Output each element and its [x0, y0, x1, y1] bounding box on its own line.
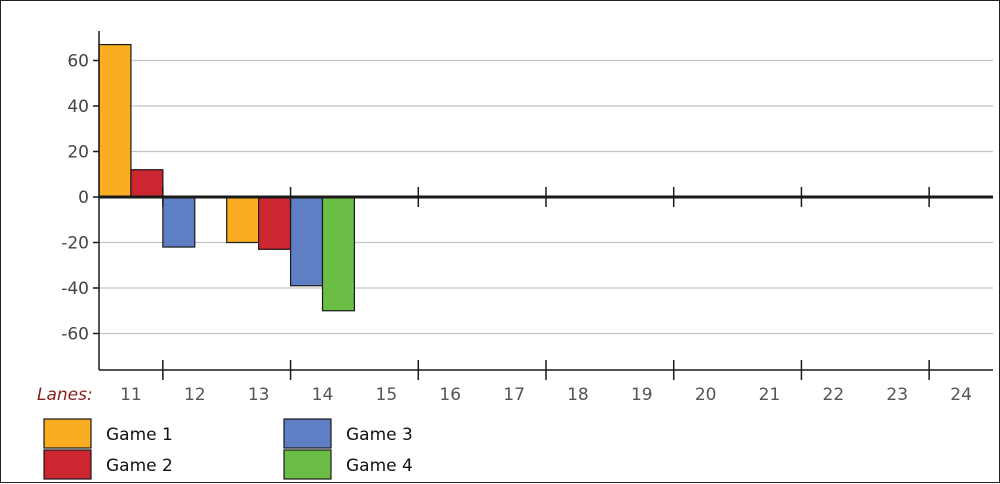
x-tick-label: 12 — [184, 385, 206, 405]
bar — [130, 169, 164, 198]
y-tick-label: -40 — [61, 279, 89, 299]
legend-label: Game 3 — [346, 425, 413, 445]
legend-swatch — [43, 418, 92, 449]
y-tick-label: 40 — [67, 97, 89, 117]
x-tick-label: 16 — [439, 385, 461, 405]
x-axis-label: Lanes: — [37, 385, 93, 405]
legend-swatch — [283, 418, 332, 449]
y-tick-label: 20 — [67, 143, 89, 163]
x-tick-label: 13 — [248, 385, 270, 405]
x-tick-label: 21 — [759, 385, 781, 405]
x-tick-label: 23 — [886, 385, 908, 405]
legend-swatch — [283, 449, 332, 480]
legend-label: Game 4 — [346, 456, 413, 476]
x-tick-label: 17 — [503, 385, 525, 405]
bar — [258, 196, 292, 250]
y-tick-label: -20 — [61, 234, 89, 254]
bar — [226, 196, 260, 244]
legend-label: Game 2 — [106, 456, 173, 476]
x-tick-label: 14 — [312, 385, 334, 405]
y-tick-label: 60 — [67, 52, 89, 72]
x-tick-labels: 11 12 13 14 15 16 17 18 19 20 21 22 23 24 — [120, 385, 972, 405]
y-tick-label: -60 — [61, 325, 89, 345]
x-tick-label: 15 — [376, 385, 398, 405]
legend-swatch — [43, 449, 92, 480]
axes-layer — [93, 31, 993, 380]
bars-layer — [98, 43, 356, 312]
x-tick-label: 20 — [695, 385, 717, 405]
x-tick-label: 22 — [823, 385, 845, 405]
y-tick-labels: 60 40 20 0 -20 -40 -60 — [61, 52, 89, 345]
legend: Game 1 Game 2 Game 3 Game 4 — [43, 418, 413, 480]
x-tick-label: 18 — [567, 385, 589, 405]
bar — [289, 196, 324, 287]
bar — [321, 196, 356, 312]
y-tick-label: 0 — [78, 188, 89, 208]
bar — [98, 43, 132, 198]
legend-label: Game 1 — [106, 425, 173, 445]
x-tick-label: 11 — [120, 385, 142, 405]
x-tick-label: 19 — [631, 385, 653, 405]
bar — [162, 196, 196, 248]
x-tick-label: 24 — [950, 385, 972, 405]
